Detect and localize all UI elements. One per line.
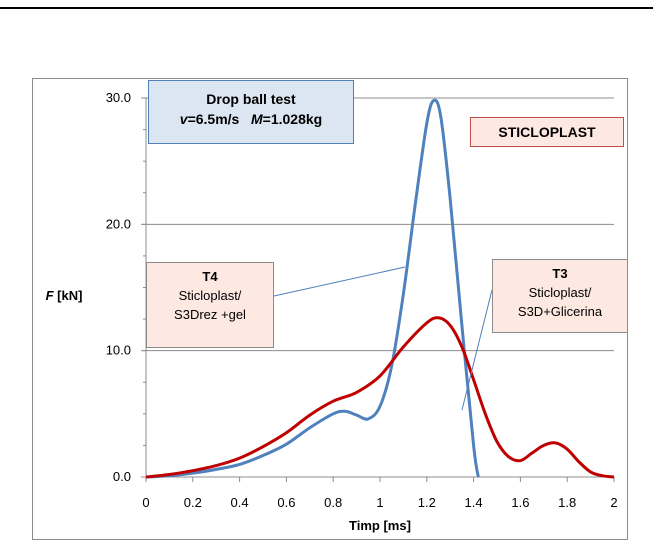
y-tick-label: 10.0: [106, 343, 131, 358]
x-tick-label: 0.8: [324, 495, 342, 510]
x-tick-label: 0.6: [277, 495, 295, 510]
y-tick-label: 20.0: [106, 216, 131, 231]
annotation-t4-line1: Sticloplast/: [178, 288, 242, 303]
y-tick-label: 0.0: [113, 469, 131, 484]
annotation-t4-title: T4: [202, 269, 218, 284]
x-tick-label: 0: [142, 495, 149, 510]
y-tick-label: 30.0: [106, 90, 131, 105]
x-tick-label: 2: [610, 495, 617, 510]
annotation-t3: T3 Sticloplast/ S3D+Glicerina: [492, 259, 628, 333]
x-axis-title: Timp [ms]: [349, 518, 411, 533]
brand-label: STICLOPLAST: [470, 117, 624, 147]
test-params: v=6.5m/s M=1.028kg: [179, 111, 323, 127]
series-line-2: [145, 316, 615, 479]
annotation-leaders: [273, 266, 493, 411]
x-tick-label: 1.8: [558, 495, 576, 510]
x-tick-label: 0.4: [231, 495, 249, 510]
x-tick-label: 1: [376, 495, 383, 510]
x-tick-label: 1.4: [465, 495, 483, 510]
x-tick-label: 0.2: [184, 495, 202, 510]
leader-line-t4: [273, 266, 406, 297]
series-line-1: [145, 98, 480, 479]
test-title: Drop ball test: [206, 91, 296, 107]
series-lines: [145, 98, 615, 479]
top-rule: [0, 7, 653, 9]
annotation-t4-line2: S3Drez +gel: [174, 307, 246, 322]
annotation-t4: T4 Sticloplast/ S3Drez +gel: [146, 262, 274, 348]
x-tick-label: 1.2: [418, 495, 436, 510]
tick-labels: 0.0 10.0 20.0 30.0 0 0.2 0.4 0.6 0.8 1 1.2 1.4 1.6 1.…: [106, 90, 618, 510]
annotation-t3-line1: Sticloplast/: [528, 285, 592, 300]
y-axis-title: F [kN]: [46, 288, 83, 303]
x-tick-label: 1.6: [511, 495, 529, 510]
leader-line-t3: [461, 289, 493, 411]
test-info-box: Drop ball test v=6.5m/s M=1.028kg: [148, 80, 354, 144]
annotation-t3-line2: S3D+Glicerina: [517, 304, 603, 319]
annotation-t3-title: T3: [552, 266, 568, 281]
